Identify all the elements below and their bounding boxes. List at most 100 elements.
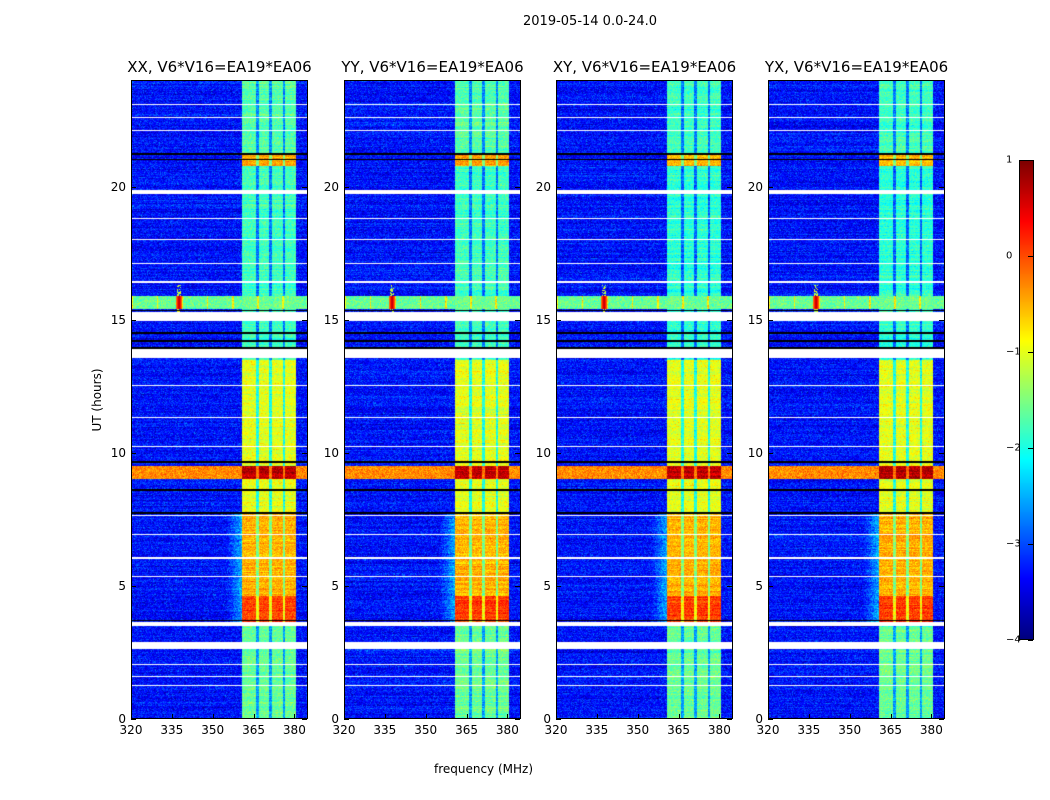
colorbar-tick-label: −3 — [1006, 538, 1021, 550]
y-tick-label: 5 — [755, 578, 763, 593]
y-tick-mark — [768, 452, 773, 454]
y-tick-mark — [556, 452, 561, 454]
x-tick-mark — [890, 714, 892, 719]
y-tick-mark — [131, 585, 136, 587]
x-tick-label: 320 — [756, 723, 780, 737]
y-tick-mark — [939, 452, 944, 454]
y-tick-label: 10 — [110, 445, 126, 460]
y-tick-label: 20 — [323, 179, 339, 194]
spectrogram-image — [769, 81, 944, 718]
y-tick-mark — [515, 452, 520, 454]
x-tick-mark — [171, 714, 173, 719]
colorbar-tick-label: 1 — [1006, 154, 1013, 166]
spectrogram-image — [557, 81, 732, 718]
spectrogram-image — [132, 81, 307, 718]
x-tick-mark — [507, 714, 509, 719]
panel-title: XY, V6*V16=EA19*EA06 — [552, 58, 737, 76]
y-axis-label: UT (hours) — [90, 368, 104, 432]
y-tick-mark — [344, 452, 349, 454]
colorbar-tick-mark — [1028, 160, 1033, 161]
y-tick-mark — [302, 585, 307, 587]
x-tick-mark — [808, 714, 810, 719]
panel-title: XX, V6*V16=EA19*EA06 — [127, 58, 312, 76]
x-tick-label: 350 — [414, 723, 438, 737]
x-tick-mark — [131, 714, 132, 719]
colorbar-tick-mark — [1028, 544, 1033, 545]
x-tick-label: 335 — [373, 723, 397, 737]
y-tick-mark — [344, 186, 349, 188]
panel-title: YX, V6*V16=EA19*EA06 — [764, 58, 949, 76]
y-tick-mark — [768, 319, 773, 321]
y-tick-mark — [302, 186, 307, 188]
y-tick-label: 10 — [323, 445, 339, 460]
x-tick-label: 335 — [160, 723, 184, 737]
x-tick-label: 320 — [544, 723, 568, 737]
y-tick-mark — [939, 186, 944, 188]
y-tick-label: 15 — [323, 312, 339, 327]
y-tick-mark — [131, 186, 136, 188]
colorbar-tick-mark — [1028, 448, 1033, 449]
spectrogram-panel — [344, 80, 521, 719]
x-tick-label: 380 — [495, 723, 519, 737]
x-tick-mark — [768, 714, 769, 719]
x-tick-mark — [637, 714, 639, 719]
figure-title: 2019-05-14 0.0-24.0 — [523, 14, 657, 29]
y-tick-mark — [344, 585, 349, 587]
x-tick-label: 365 — [455, 723, 478, 737]
y-tick-mark — [131, 452, 136, 454]
y-tick-label: 0 — [755, 712, 763, 726]
x-tick-label: 335 — [797, 723, 821, 737]
x-tick-mark — [931, 714, 933, 719]
y-tick-mark — [131, 319, 136, 321]
y-tick-mark — [768, 585, 773, 587]
spectrogram-image — [345, 81, 520, 718]
y-tick-mark — [727, 719, 732, 720]
x-tick-label: 335 — [585, 723, 609, 737]
x-tick-mark — [719, 714, 721, 719]
panel-title: YY, V6*V16=EA19*EA06 — [341, 58, 524, 76]
x-tick-mark — [556, 714, 557, 719]
x-tick-mark — [678, 714, 680, 719]
y-tick-mark — [302, 319, 307, 321]
x-tick-label: 350 — [201, 723, 225, 737]
y-tick-label: 10 — [747, 445, 763, 460]
spectrogram-panel — [768, 80, 945, 719]
y-tick-mark — [556, 585, 561, 587]
y-tick-label: 15 — [110, 312, 126, 327]
colorbar-tick-label: −2 — [1006, 442, 1021, 454]
spectrogram-panel — [556, 80, 733, 719]
y-tick-mark — [727, 585, 732, 587]
y-tick-label: 5 — [331, 578, 339, 593]
x-tick-mark — [253, 714, 255, 719]
colorbar-tick-label: 0 — [1006, 250, 1013, 262]
y-tick-label: 0 — [543, 712, 551, 726]
x-tick-label: 365 — [242, 723, 265, 737]
y-tick-label: 15 — [535, 312, 551, 327]
x-tick-mark — [425, 714, 427, 719]
y-tick-mark — [515, 585, 520, 587]
y-tick-mark — [727, 186, 732, 188]
x-tick-mark — [466, 714, 468, 719]
colorbar — [1019, 160, 1034, 640]
y-tick-mark — [515, 319, 520, 321]
x-tick-mark — [212, 714, 214, 719]
colorbar-tick-label: −1 — [1006, 346, 1021, 358]
y-tick-label: 0 — [118, 712, 126, 726]
x-tick-label: 365 — [667, 723, 690, 737]
y-tick-mark — [556, 719, 561, 720]
x-tick-label: 350 — [838, 723, 862, 737]
y-tick-label: 5 — [543, 578, 551, 593]
y-tick-mark — [302, 452, 307, 454]
spectrogram-panel — [131, 80, 308, 719]
y-tick-mark — [131, 719, 136, 720]
y-tick-label: 20 — [535, 179, 551, 194]
y-tick-mark — [768, 186, 773, 188]
y-tick-mark — [939, 585, 944, 587]
y-tick-label: 20 — [110, 179, 126, 194]
y-tick-mark — [344, 319, 349, 321]
x-tick-mark — [849, 714, 851, 719]
x-tick-label: 380 — [707, 723, 731, 737]
x-axis-label: frequency (MHz) — [433, 762, 534, 776]
x-tick-label: 350 — [626, 723, 650, 737]
